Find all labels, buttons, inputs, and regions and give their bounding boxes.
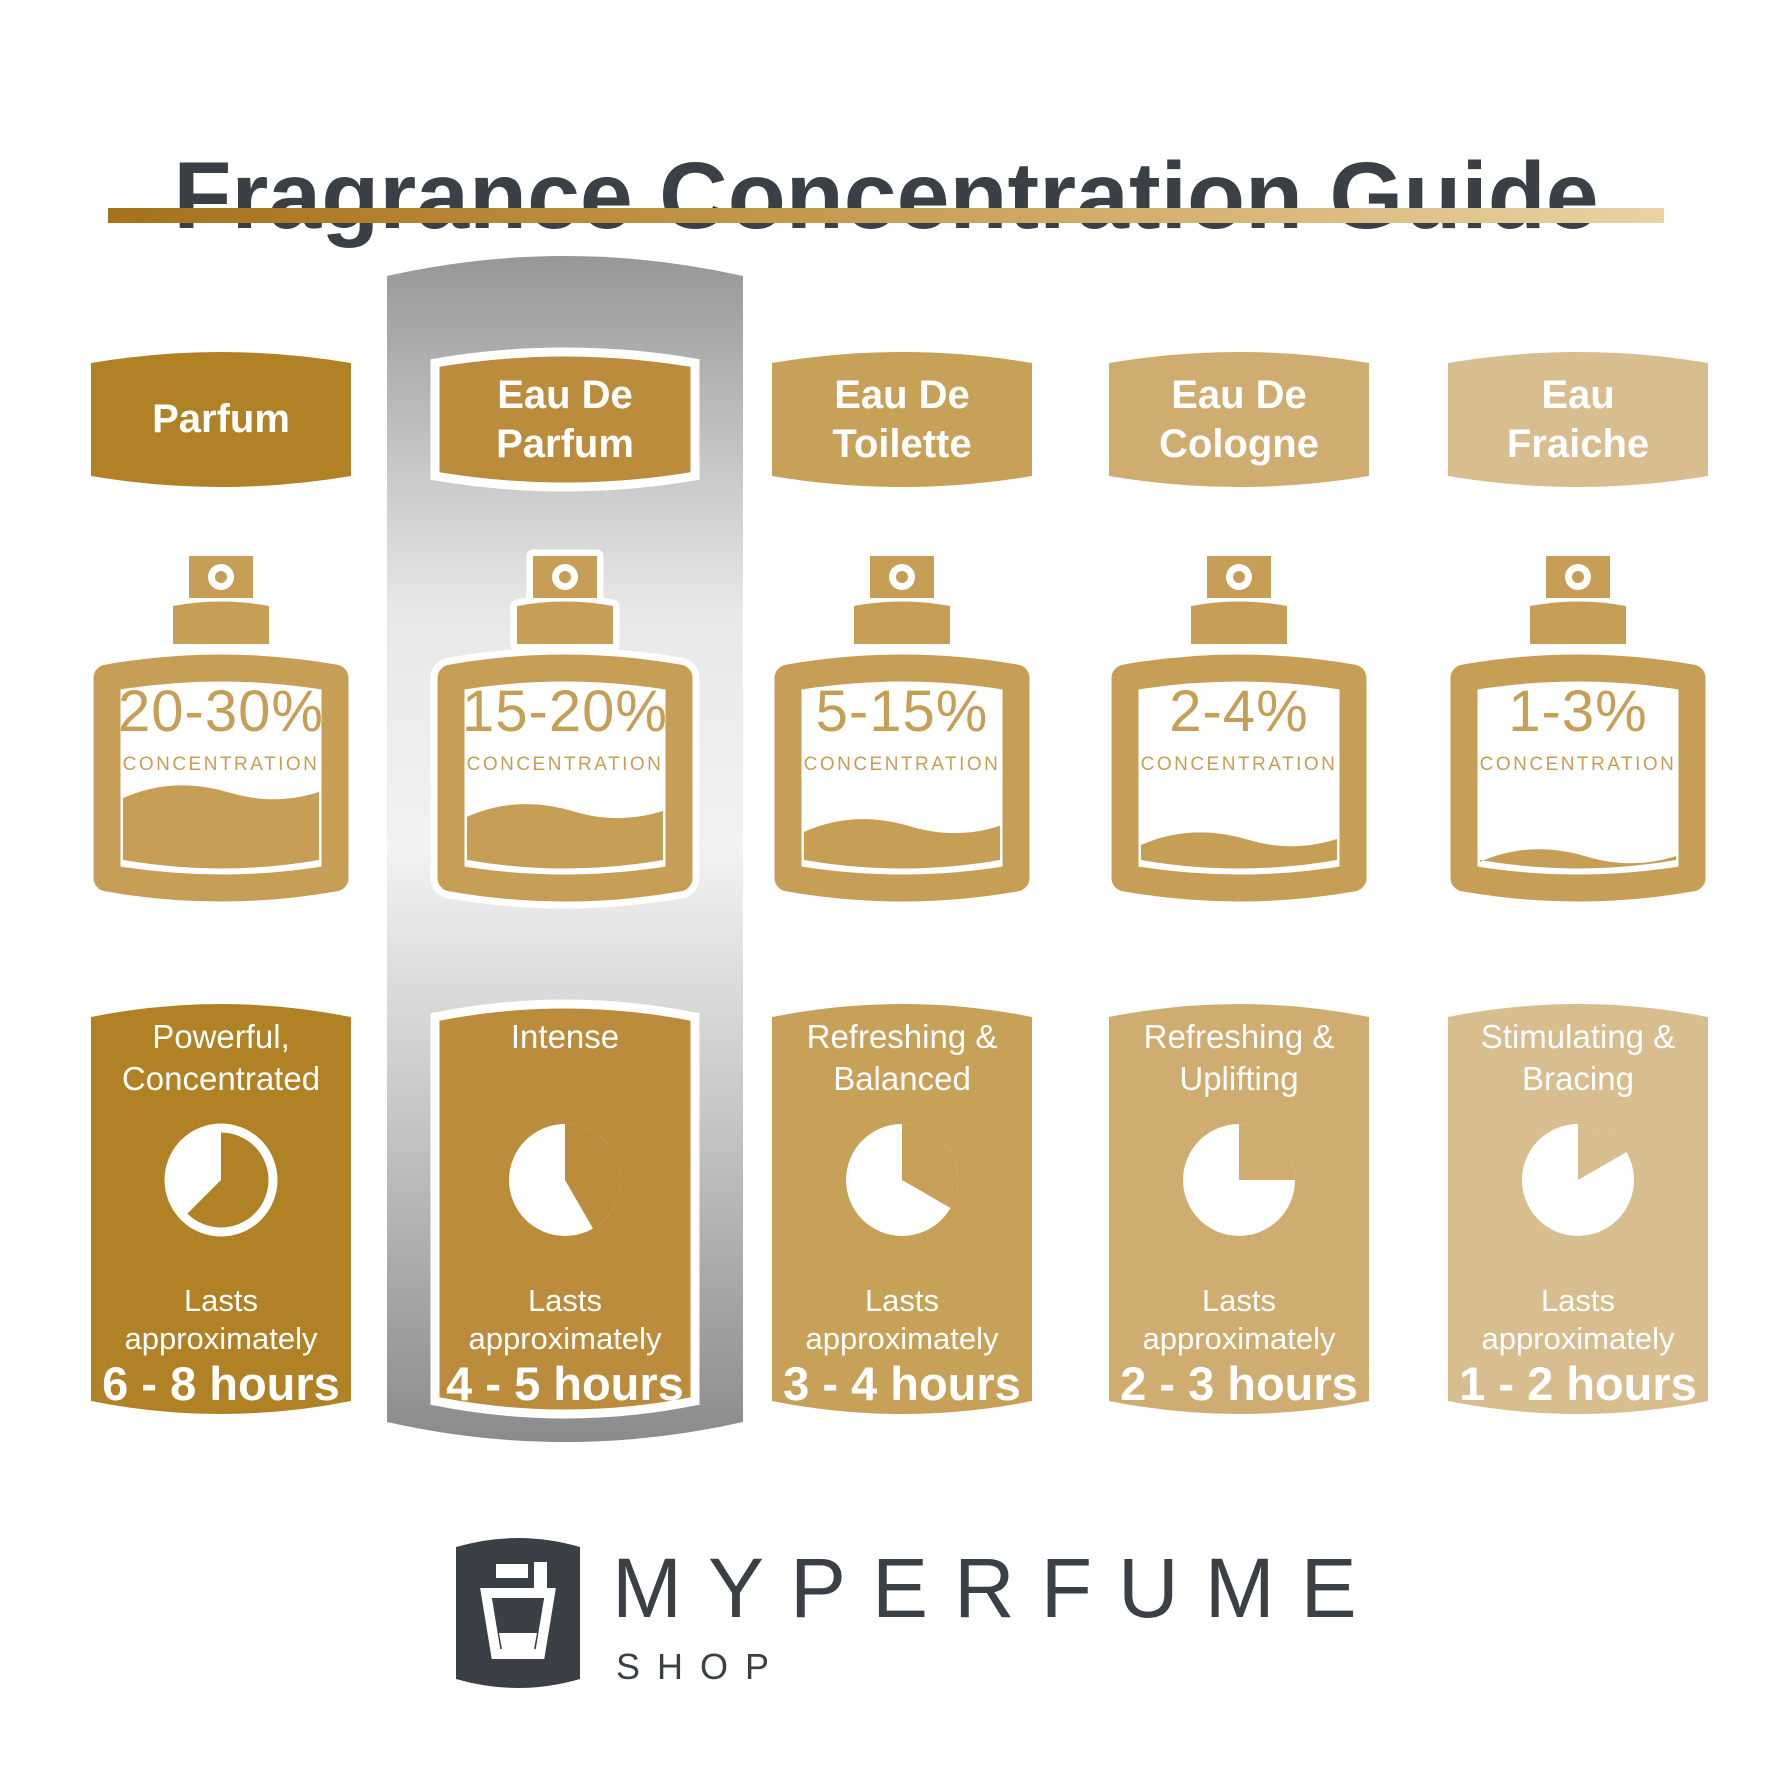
duration-caption: Lasts approximately: [468, 1283, 662, 1356]
duration-caption: Lasts approximately: [805, 1283, 999, 1356]
duration-pie-icon: [164, 1123, 278, 1237]
duration-value: 6 - 8 hours: [102, 1357, 340, 1410]
concentration-caption: CONCENTRATION: [122, 754, 320, 775]
concentration-value: 20-30%: [118, 679, 324, 744]
duration-value: 3 - 4 hours: [783, 1357, 1021, 1410]
concentration-caption: CONCENTRATION: [1140, 754, 1338, 775]
tier-name: Eau De Cologne: [1159, 372, 1319, 466]
tier-name: Eau De Toilette: [832, 372, 972, 466]
concentration-value: 1-3%: [1508, 679, 1648, 744]
duration-pie-icon: [1522, 1124, 1634, 1236]
perfume-bottle-icon: 20-30% CONCENTRATION: [85, 556, 357, 908]
perfume-bottle-icon: 5-15% CONCENTRATION: [766, 556, 1038, 908]
duration-value: 2 - 3 hours: [1120, 1357, 1358, 1410]
tier-header: Eau Fraiche: [1442, 342, 1714, 497]
concentration-caption: CONCENTRATION: [466, 754, 664, 775]
duration-pie-icon: [846, 1124, 959, 1236]
tier-description: Refreshing & Uplifting: [1143, 1018, 1335, 1098]
brand-name: MYPERFUME: [612, 1541, 1383, 1635]
perfume-bottle-icon: 2-4% CONCENTRATION: [1103, 556, 1375, 908]
column-eau-de-toilette: Eau De Toilette 5-15% CONCENTRATION Refr…: [766, 342, 1038, 1442]
perfume-bottle-icon: 1-3% CONCENTRATION: [1442, 556, 1714, 908]
title-underline: [108, 208, 1664, 223]
tier-name: Parfum: [152, 397, 290, 442]
column-eau-de-cologne: Eau De Cologne 2-4% CONCENTRATION Refres…: [1103, 342, 1375, 1442]
tier-header: Eau De Cologne: [1103, 342, 1375, 497]
perfume-bottle-icon: 15-20% CONCENTRATION: [429, 549, 701, 909]
tier-header: Eau De Toilette: [766, 342, 1038, 497]
concentration-value: 5-15%: [815, 679, 989, 744]
tier-description: Refreshing & Balanced: [806, 1018, 998, 1098]
duration-caption: Lasts approximately: [124, 1283, 318, 1356]
page-title: Fragrance Concentration Guide: [173, 142, 1599, 249]
duration-value: 4 - 5 hours: [446, 1357, 684, 1410]
bottle-logo-icon: [456, 1538, 580, 1688]
tier-description: Stimulating & Bracing: [1480, 1018, 1676, 1098]
tier-card: Refreshing & Uplifting Lasts approximate…: [1103, 990, 1375, 1428]
tier-card: Refreshing & Balanced Lasts approximatel…: [766, 990, 1038, 1428]
duration-pie-icon: [1183, 1124, 1295, 1236]
column-eau-de-parfum: Eau De Parfum 15-20% CONCENTRATION Inten…: [429, 342, 701, 1442]
brand-sub: SHOP: [616, 1646, 787, 1687]
duration-pie-icon: [509, 1124, 622, 1236]
tier-card: Intense Lasts approximately 4 - 5 hours: [429, 990, 701, 1428]
tier-name: Eau Fraiche: [1506, 372, 1650, 466]
duration-caption: Lasts approximately: [1481, 1283, 1675, 1356]
tier-name: Eau De Parfum: [496, 372, 634, 466]
tier-card: Stimulating & Bracing Lasts approximatel…: [1442, 990, 1714, 1428]
tier-header: Eau De Parfum: [429, 342, 701, 497]
concentration-value: 15-20%: [462, 679, 668, 744]
concentration-caption: CONCENTRATION: [1479, 754, 1677, 775]
column-eau-fraiche: Eau Fraiche 1-3% CONCENTRATION Stimulati…: [1442, 342, 1714, 1442]
tier-header: Parfum: [85, 342, 357, 497]
duration-caption: Lasts approximately: [1142, 1283, 1336, 1356]
concentration-value: 2-4%: [1169, 679, 1309, 744]
duration-value: 1 - 2 hours: [1459, 1357, 1697, 1410]
column-parfum: Parfum 20-30% CONCENTRATION Powerful, Co…: [85, 342, 357, 1442]
tier-description: Intense: [510, 1018, 620, 1055]
tier-description: Powerful, Concentrated: [121, 1018, 321, 1098]
tier-card: Powerful, Concentrated Lasts approximate…: [85, 990, 357, 1428]
concentration-caption: CONCENTRATION: [803, 754, 1001, 775]
